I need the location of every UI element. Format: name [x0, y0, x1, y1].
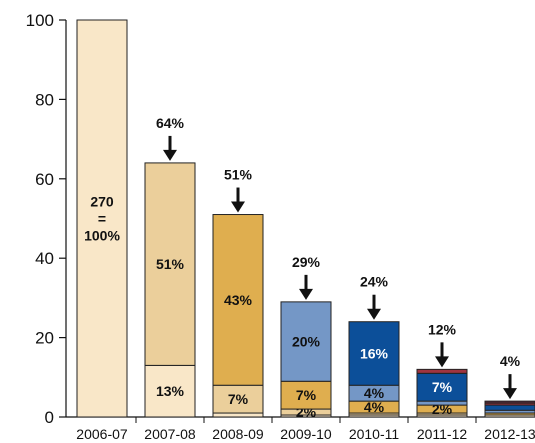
x-tick-label: 2010-11	[349, 426, 400, 442]
x-tick-label: 2007-08	[144, 426, 196, 442]
x-tick-label: 2008-09	[212, 426, 264, 442]
bar-2009-10: 2%7%20%	[280, 301, 332, 420]
segment-label: 7%	[432, 379, 453, 395]
arrow-head	[163, 149, 177, 161]
annotations: 64% 51% 29% 24% 12% 4%	[156, 115, 521, 400]
segment-label: 51%	[156, 256, 185, 272]
bar-2012-13	[484, 400, 535, 418]
x-axis: 2006-07 2007-08 2008-09 2009-10 2010-11 2011-…	[66, 416, 535, 442]
segment-label: 270 = 100%	[84, 194, 120, 244]
total-label: 64%	[156, 115, 185, 131]
bar-segment	[416, 372, 468, 402]
bar-2011-12: 2%7%	[416, 368, 468, 418]
bar-segment	[144, 162, 196, 366]
bar-segment	[484, 404, 535, 411]
bar-segment	[416, 400, 468, 406]
x-tick-label: 2011-12	[417, 426, 468, 442]
down-arrow-icon	[163, 135, 177, 161]
total-label: 12%	[428, 321, 457, 337]
down-arrow-icon	[503, 374, 517, 400]
y-tick-label: 20	[35, 329, 54, 348]
total-label: 29%	[292, 254, 321, 270]
x-tick-label: 2012-13	[484, 426, 535, 442]
bar-2010-11: 4%4% 16%	[348, 321, 400, 418]
segment-label: 43%	[224, 292, 253, 308]
y-axis: 0 20 40 60 80 100	[26, 11, 67, 427]
bar-segment	[280, 380, 332, 410]
down-arrow-icon	[231, 187, 245, 213]
bar-2006-07: 270 = 100%	[76, 19, 128, 418]
y-tick-label: 80	[35, 90, 54, 109]
arrow-head	[299, 288, 313, 300]
arrow-head	[231, 201, 245, 213]
bar-segment	[144, 364, 196, 418]
bars: 270 = 100%13%51%7%43%2%7%20%4%4%16%2%7%	[76, 19, 535, 420]
bar-segment	[280, 301, 332, 382]
segment-label: 16%	[360, 345, 389, 361]
y-tick-label: 0	[45, 408, 54, 427]
segment-label: 4%	[364, 399, 385, 415]
segment-label: 7%	[296, 387, 317, 403]
total-label: 4%	[500, 353, 521, 369]
segment-label: 20%	[292, 334, 321, 350]
bar-segment	[212, 412, 264, 418]
segment-label: 13%	[156, 383, 185, 399]
segment-label: 7%	[228, 391, 249, 407]
x-tick-label: 2009-10	[280, 426, 332, 442]
y-tick-label: 40	[35, 249, 54, 268]
down-arrow-icon	[435, 342, 449, 368]
bar-2007-08: 13% 51%	[144, 162, 196, 418]
bar-segment	[348, 321, 400, 386]
bar-segment	[76, 19, 128, 418]
x-tick-label: 2006-07	[76, 426, 128, 442]
total-label: 51%	[224, 167, 253, 183]
total-label: 24%	[360, 274, 389, 290]
bar-segment	[212, 384, 264, 414]
arrow-head	[503, 388, 517, 400]
bar-segment	[484, 400, 535, 404]
arrow-head	[367, 308, 381, 320]
bar-2008-09: 7% 43%	[212, 214, 264, 418]
arrow-head	[435, 356, 449, 368]
segment-label: 4%	[364, 385, 385, 401]
y-tick-label: 60	[35, 170, 54, 189]
y-tick-label: 100	[26, 11, 54, 30]
bar-segment	[416, 368, 468, 374]
down-arrow-icon	[367, 294, 381, 320]
bar-segment	[212, 214, 264, 386]
down-arrow-icon	[299, 274, 313, 300]
